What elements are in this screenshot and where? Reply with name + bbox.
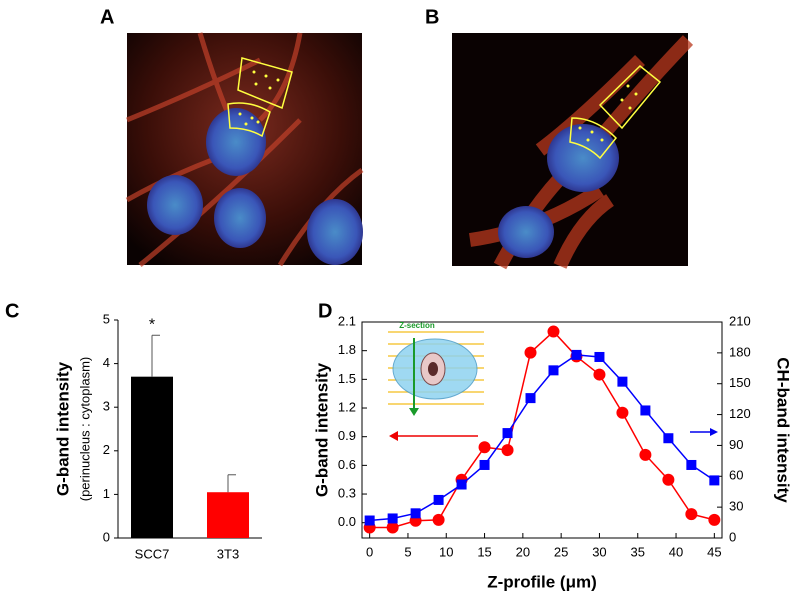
y-tick-label: 1.8 <box>338 342 356 357</box>
x-tick-label: 25 <box>554 544 568 559</box>
x-tick-label: 3T3 <box>217 546 239 561</box>
marker <box>479 459 490 470</box>
x-tick-label: 0 <box>366 544 373 559</box>
y2-tick-label: 0 <box>729 529 736 544</box>
marker <box>708 513 721 526</box>
panel-label: A <box>100 6 114 28</box>
marker <box>387 513 398 524</box>
x-tick-label: 35 <box>631 544 645 559</box>
marker <box>386 521 399 534</box>
y2-tick-label: 120 <box>729 406 751 421</box>
y2-tick-label: 90 <box>729 437 743 452</box>
marker <box>662 473 675 486</box>
y-tick-label: 0.0 <box>338 514 356 529</box>
marker <box>709 475 720 486</box>
y-tick-label: 5 <box>103 311 110 326</box>
y-tick-label: 0.9 <box>338 428 356 443</box>
marker <box>410 508 421 519</box>
y-tick-label: 1 <box>103 486 110 501</box>
marker <box>502 428 513 439</box>
marker <box>663 433 674 444</box>
marker <box>456 479 467 490</box>
y-tick-label: 0 <box>103 529 110 544</box>
plot-frame <box>361 321 723 539</box>
marker <box>501 444 514 457</box>
marker <box>525 393 536 404</box>
x-tick-label: 10 <box>439 544 453 559</box>
marker <box>593 368 606 381</box>
marker <box>594 351 605 362</box>
marker <box>571 349 582 360</box>
panel-label: B <box>425 6 439 28</box>
x-tick-label: 15 <box>477 544 491 559</box>
marker <box>639 448 652 461</box>
y2-axis-label: CH-band intensity <box>774 357 793 503</box>
y-tick-label: 0.3 <box>338 485 356 500</box>
panel-label: C <box>5 300 19 322</box>
y-tick-label: 3 <box>103 399 110 414</box>
micrograph-a <box>125 32 364 267</box>
marker <box>640 405 651 416</box>
annotation: * <box>149 316 155 333</box>
panel-label: D <box>318 300 332 322</box>
bar <box>131 376 173 538</box>
micrograph-b <box>452 33 694 270</box>
marker <box>364 515 375 526</box>
y2-tick-label: 180 <box>729 344 751 359</box>
x-tick-label: 45 <box>707 544 721 559</box>
x-tick-label: SCC7 <box>135 546 170 561</box>
x-tick-label: 40 <box>669 544 683 559</box>
bar <box>207 492 249 538</box>
y-tick-label: 1.5 <box>338 371 356 386</box>
marker <box>548 365 559 376</box>
y-axis-label: G-band intensity <box>53 361 72 496</box>
series-line <box>369 330 715 529</box>
y-axis-sublabel: (perinucleus : cytoplasm) <box>77 357 92 502</box>
x-tick-label: 5 <box>404 544 411 559</box>
y-tick-label: 2.1 <box>338 313 356 328</box>
x-tick-label: 30 <box>592 544 606 559</box>
y2-tick-label: 60 <box>729 468 743 483</box>
marker <box>547 325 560 338</box>
y-tick-label: 4 <box>103 355 110 370</box>
marker <box>478 441 491 454</box>
marker <box>433 494 444 505</box>
z-section-inset <box>388 331 718 441</box>
marker <box>686 459 697 470</box>
x-tick-label: 20 <box>516 544 530 559</box>
y-tick-label: 2 <box>103 442 110 457</box>
y-tick-label: 0.6 <box>338 457 356 472</box>
x-axis-label: Z-profile (μm) <box>487 572 597 591</box>
series-line <box>369 354 715 522</box>
y2-tick-label: 30 <box>729 499 743 514</box>
marker <box>616 406 629 419</box>
y-axis-label: G-band intensity <box>312 362 331 497</box>
y2-tick-label: 210 <box>729 313 751 328</box>
y-tick-label: 1.2 <box>338 399 356 414</box>
annotation: Z-section <box>399 321 435 330</box>
marker <box>524 346 537 359</box>
marker <box>617 376 628 387</box>
marker <box>685 508 698 521</box>
y2-tick-label: 150 <box>729 375 751 390</box>
marker <box>432 513 445 526</box>
